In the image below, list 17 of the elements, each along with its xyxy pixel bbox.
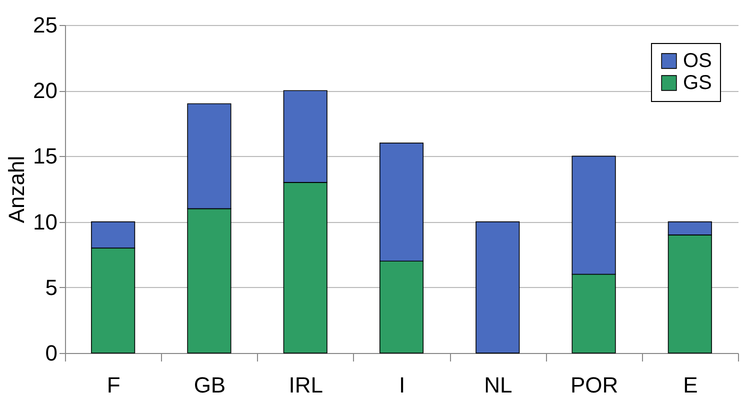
x-tick-label: NL <box>484 372 512 398</box>
y-tick-label: 20 <box>33 78 58 104</box>
y-tick-label: 10 <box>33 209 58 234</box>
y-tick-label: 5 <box>45 274 58 300</box>
x-tick-label: I <box>398 372 406 398</box>
y-tick-label: 0 <box>45 340 58 366</box>
y-tick-label: 15 <box>33 144 58 169</box>
y-axis-title: Anzahl <box>4 156 30 224</box>
x-tick-label: E <box>683 372 698 398</box>
y-tick-label: 25 <box>33 12 58 38</box>
x-tick-label: POR <box>570 372 618 398</box>
legend-label: GS <box>683 72 712 94</box>
x-tick-label: IRL <box>288 372 323 398</box>
x-tick-label: F <box>106 372 120 398</box>
bar <box>476 221 520 354</box>
legend-label: OS <box>683 50 712 72</box>
x-tick-label: GB <box>194 372 226 398</box>
